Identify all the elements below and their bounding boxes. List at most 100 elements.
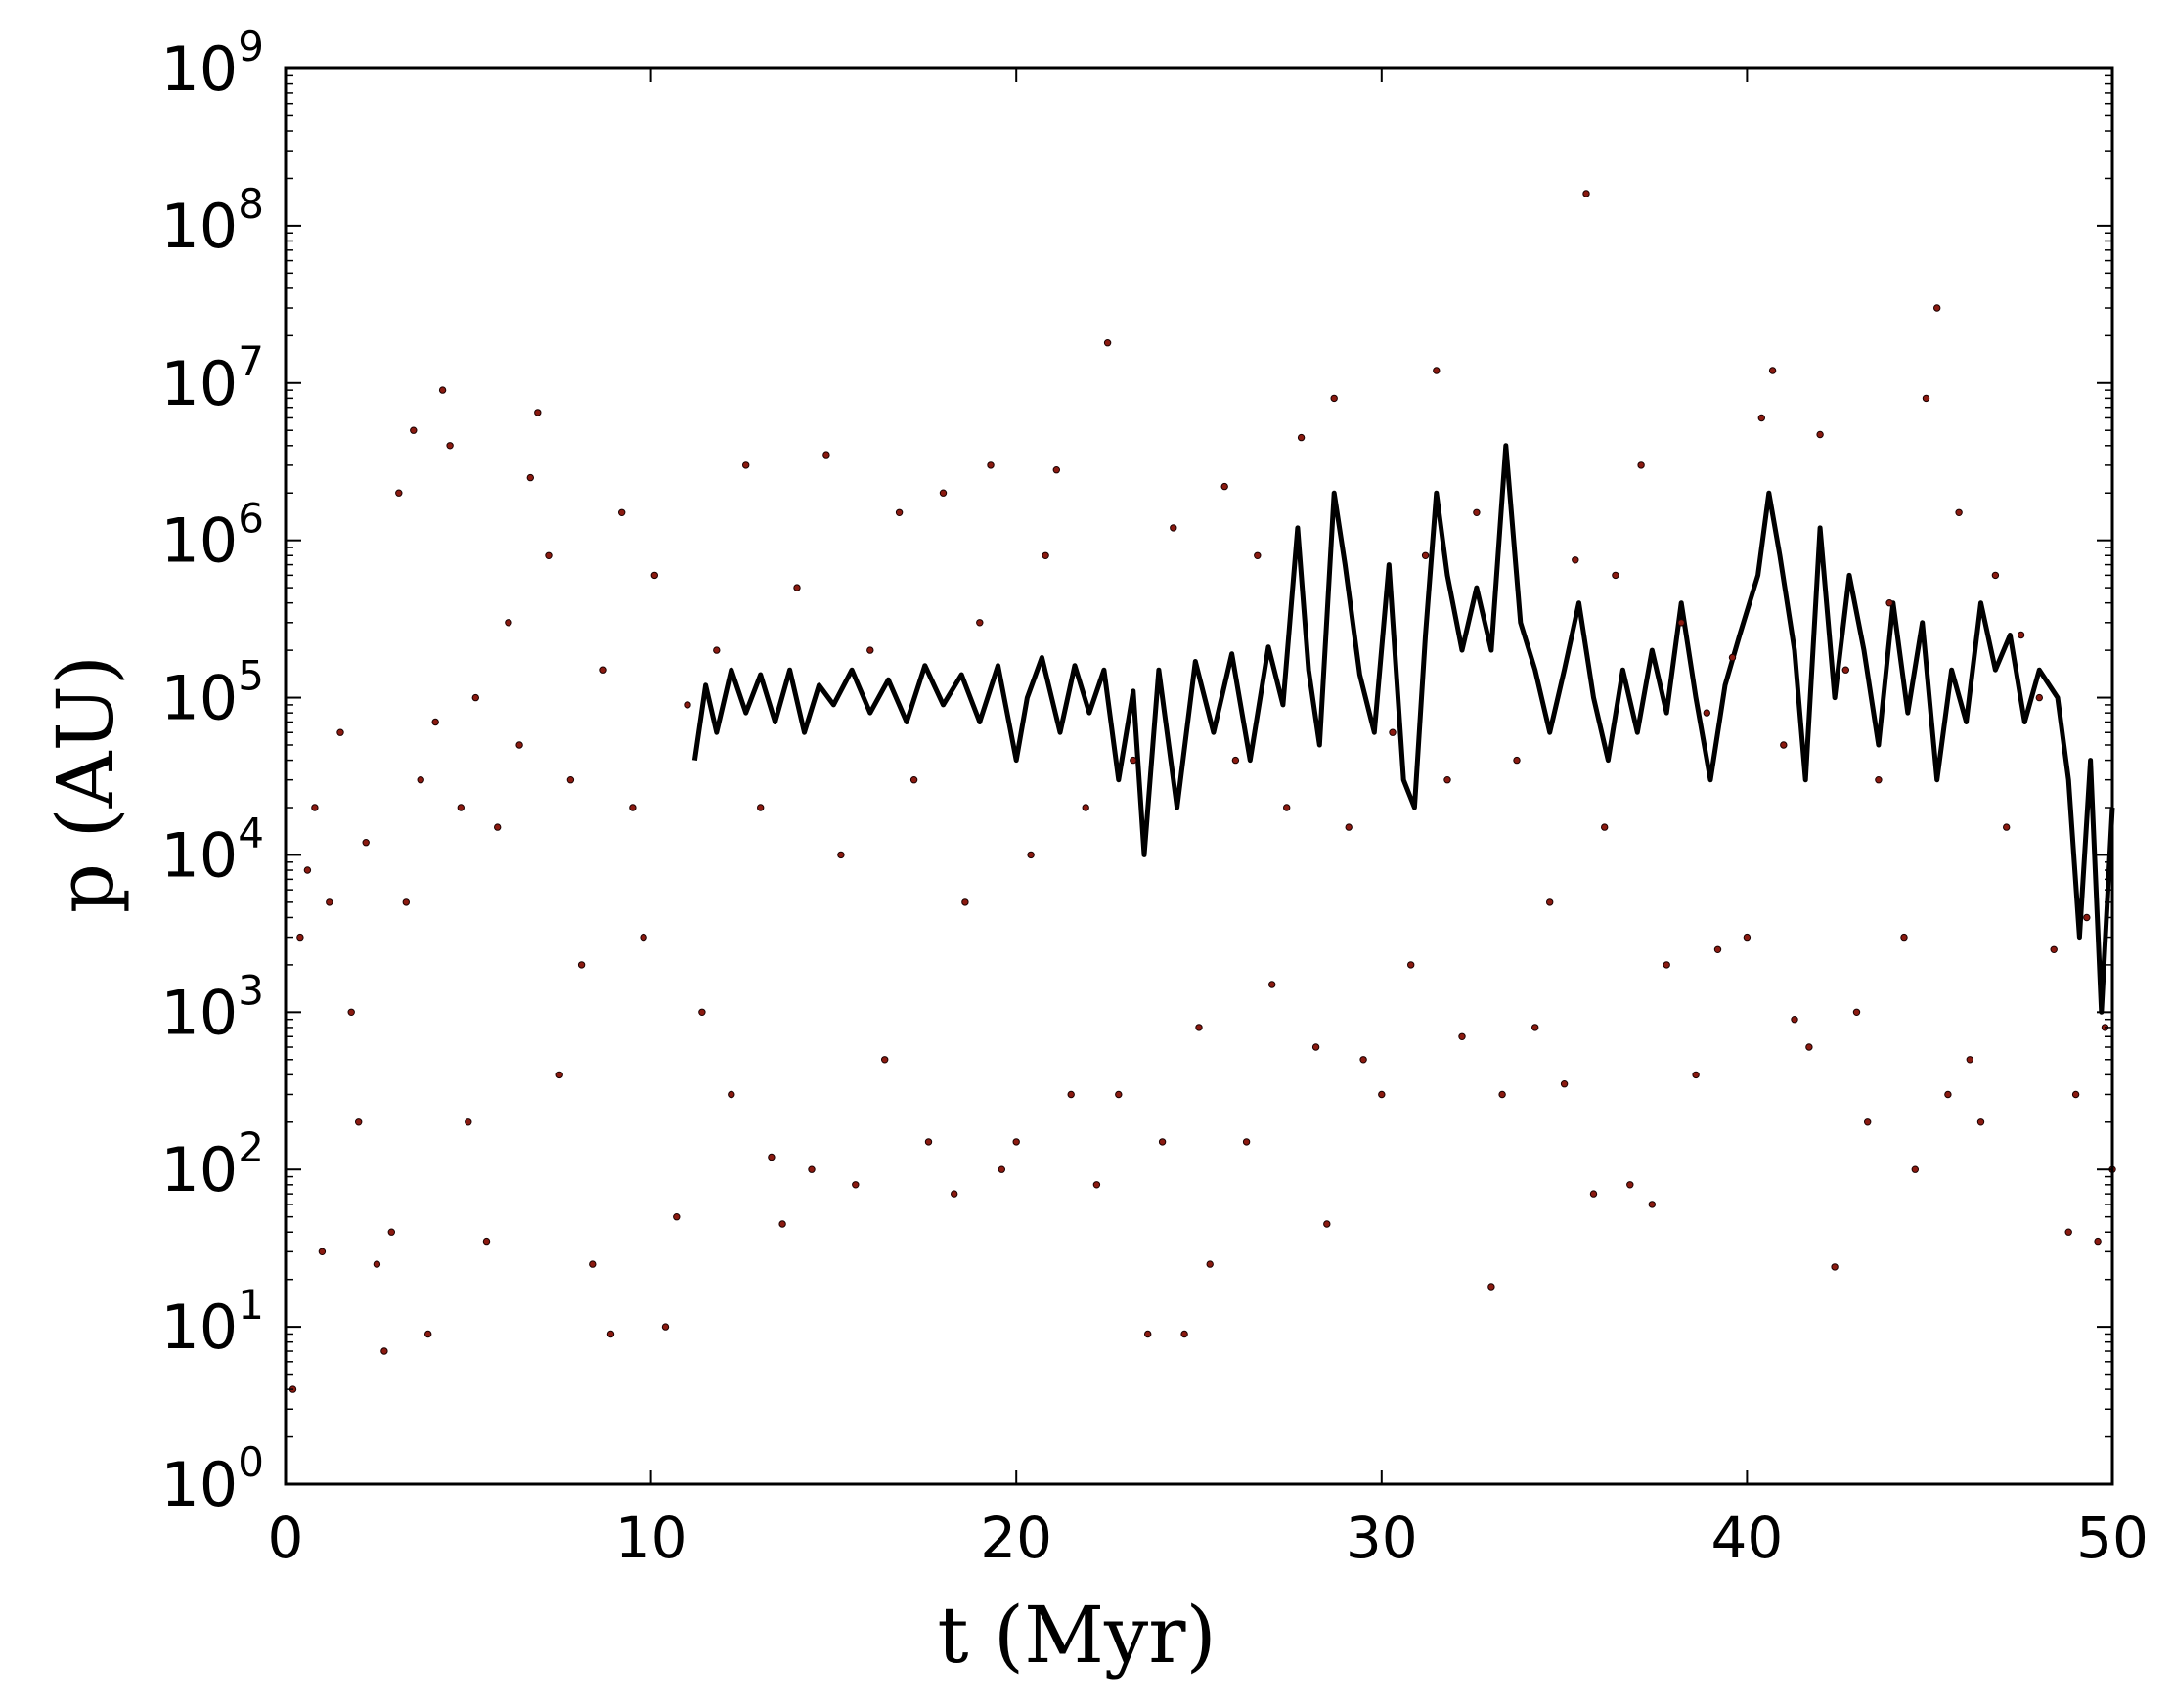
data-point (1637, 461, 1645, 469)
data-point (661, 1323, 670, 1331)
data-point (768, 1153, 776, 1161)
data-point (355, 1118, 363, 1126)
data-point (380, 1347, 388, 1355)
data-point (1728, 653, 1737, 662)
data-point (410, 426, 418, 434)
data-point (1582, 190, 1590, 197)
data-point (318, 1248, 327, 1256)
data-point (362, 839, 370, 847)
data-point (1389, 728, 1397, 736)
data-point (1042, 551, 1049, 559)
data-point (2064, 1228, 2072, 1236)
data-point (1254, 551, 1262, 559)
data-point (1816, 430, 1824, 439)
data-point (1966, 1056, 1974, 1064)
y-tick-label: 102 (160, 1123, 264, 1205)
data-point (698, 1008, 706, 1017)
data-point (1648, 1201, 1657, 1208)
data-point (939, 489, 948, 497)
data-point (1027, 851, 1035, 859)
data-point (961, 898, 969, 906)
data-point (1560, 1080, 1569, 1088)
data-point (1330, 394, 1338, 403)
data-point (1944, 1090, 1952, 1099)
data-point (1933, 304, 1941, 312)
data-point (1601, 823, 1609, 831)
data-point (1158, 1138, 1167, 1146)
data-point (424, 1330, 432, 1338)
data-point (446, 442, 454, 450)
data-point (1487, 1283, 1495, 1291)
data-point (1831, 1263, 1839, 1271)
data-point (566, 776, 575, 784)
data-point (1626, 1181, 1634, 1189)
plot-frame (284, 66, 2114, 1486)
y-tick-label: 107 (160, 337, 264, 419)
data-point (1283, 804, 1291, 811)
data-point (482, 1237, 491, 1246)
data-point (808, 1165, 816, 1173)
y-axis-label: p (AU) (40, 655, 131, 913)
data-point (1885, 599, 1893, 607)
data-point (1841, 666, 1850, 674)
data-point (951, 1190, 958, 1198)
data-point (1378, 1090, 1386, 1099)
point-layer (288, 190, 2116, 1393)
data-point (1144, 1330, 1152, 1338)
data-point (326, 898, 333, 906)
data-point (1743, 933, 1752, 942)
data-point (1297, 433, 1306, 442)
data-point (417, 776, 424, 784)
data-point (1012, 1138, 1020, 1146)
data-point (629, 804, 637, 811)
x-axis-label: t (Myr) (937, 1590, 1216, 1681)
data-point (1546, 898, 1554, 906)
y-tick-label: 105 (160, 652, 264, 734)
data-point (1082, 804, 1089, 811)
data-point (909, 776, 918, 784)
data-point (465, 1118, 472, 1126)
data-point (431, 718, 439, 726)
data-point (1433, 367, 1441, 374)
data-point (1231, 756, 1240, 765)
data-point (618, 508, 626, 516)
data-point (728, 1090, 735, 1099)
data-point (1780, 741, 1788, 749)
data-point (976, 619, 984, 627)
data-point (1052, 466, 1061, 474)
data-point (673, 1213, 681, 1221)
data-point (589, 1260, 597, 1268)
data-point (303, 866, 312, 874)
y-tick-label: 103 (160, 966, 264, 1048)
data-point (1703, 709, 1711, 717)
data-point (1206, 1260, 1214, 1268)
line-layer (691, 443, 2115, 1015)
y-tick-label: 106 (160, 495, 264, 577)
data-point (373, 1260, 381, 1268)
data-point (1612, 571, 1619, 580)
x-tick-label: 30 (1346, 1505, 1418, 1571)
data-point (1572, 556, 1579, 564)
data-point (650, 571, 658, 580)
data-point (1498, 1090, 1506, 1099)
data-point (1692, 1071, 1700, 1079)
data-point (1922, 394, 1930, 403)
data-point (1067, 1090, 1075, 1099)
data-point (757, 804, 765, 811)
data-point (987, 461, 995, 469)
data-point (1875, 776, 1883, 784)
data-point (713, 646, 721, 654)
x-tick-label: 10 (615, 1505, 687, 1571)
data-point (1115, 1090, 1123, 1099)
data-point (1407, 961, 1415, 969)
data-point (1513, 756, 1521, 765)
data-point (1900, 933, 1908, 942)
data-point (684, 701, 691, 709)
data-point (606, 1330, 615, 1338)
data-point (2083, 913, 2091, 922)
data-point (2050, 945, 2058, 953)
data-point (2071, 1090, 2080, 1099)
data-point (1864, 1118, 1872, 1126)
y-axis-ticks: 100 101 102 103 104 105 106 107 108 109 (160, 22, 2112, 1520)
